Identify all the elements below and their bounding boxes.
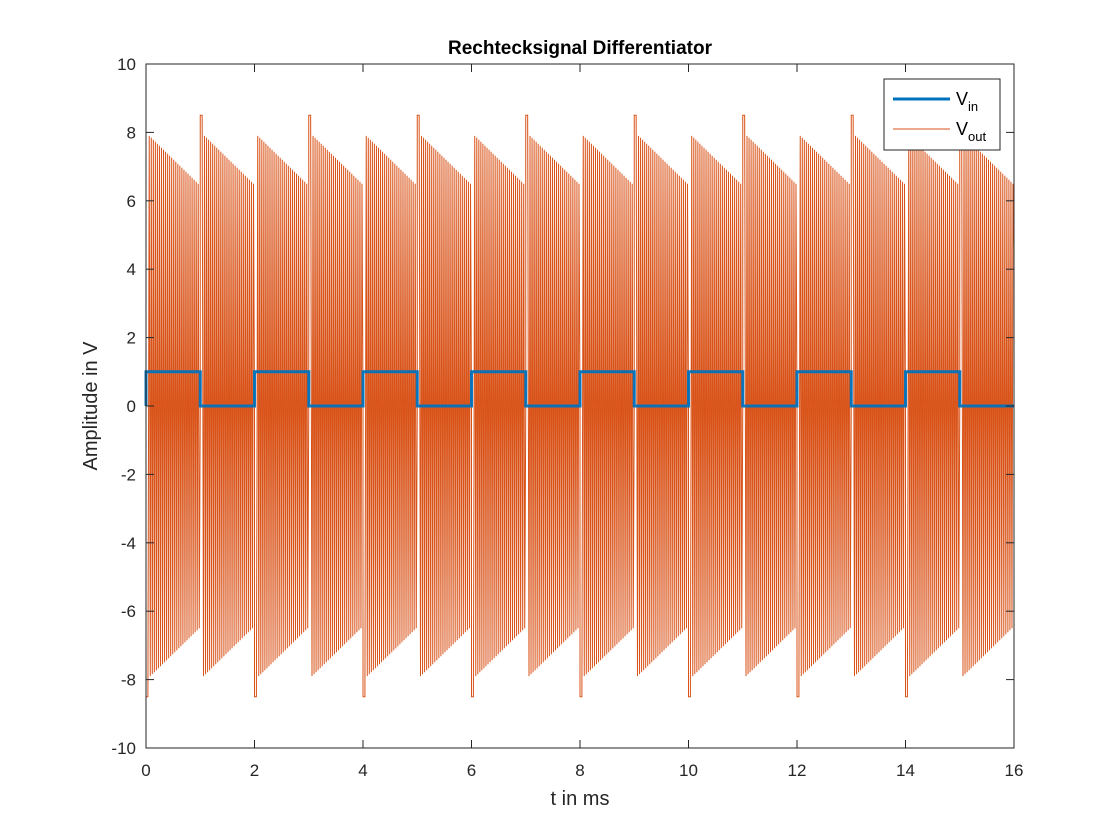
vin-series-line: [144, 370, 1014, 408]
legend-label-subscript: out: [968, 129, 986, 144]
y-tick-label: -4: [121, 534, 136, 553]
x-tick-label: 4: [358, 761, 367, 780]
legend-label-out: Vout: [956, 119, 986, 144]
x-axis-label: t in ms: [551, 788, 610, 810]
axes-layer: 0 2 4 6 8 10 12 14 16 -10 -8 -6 -4 -2 0 2 4 6 8 10: [111, 55, 1023, 780]
y-tick-label: 4: [127, 260, 136, 279]
y-tick-label: 6: [127, 192, 136, 211]
x-tick-label: 14: [896, 761, 915, 780]
y-tick-label: 2: [127, 329, 136, 348]
x-tick-label: 12: [788, 761, 807, 780]
y-tick-label: -8: [121, 671, 136, 690]
x-tick-label: 2: [250, 761, 259, 780]
x-tick-label: 6: [467, 761, 476, 780]
x-tick-label: 16: [1005, 761, 1024, 780]
y-tick-label: 8: [127, 123, 136, 142]
legend-label-in: Vin: [956, 89, 978, 114]
legend-label-main: V: [956, 119, 968, 139]
legend-label-subscript: in: [968, 99, 978, 114]
x-tick-label: 10: [679, 761, 698, 780]
x-tick-label: 8: [575, 761, 584, 780]
y-tick-label: -10: [111, 739, 136, 758]
legend-box: [883, 78, 1001, 151]
y-tick-label: 10: [117, 55, 136, 74]
y-axis-label: Amplitude in V: [80, 341, 102, 471]
legend-label-main: V: [956, 89, 968, 109]
chart-title: Rechtecksignal Differentiator: [448, 38, 713, 59]
y-tick-label: -6: [121, 602, 136, 621]
x-tick-label: 0: [141, 761, 150, 780]
y-tick-label: 0: [127, 397, 136, 416]
y-tick-label: -2: [121, 465, 136, 484]
plot-layer: [144, 114, 1015, 698]
